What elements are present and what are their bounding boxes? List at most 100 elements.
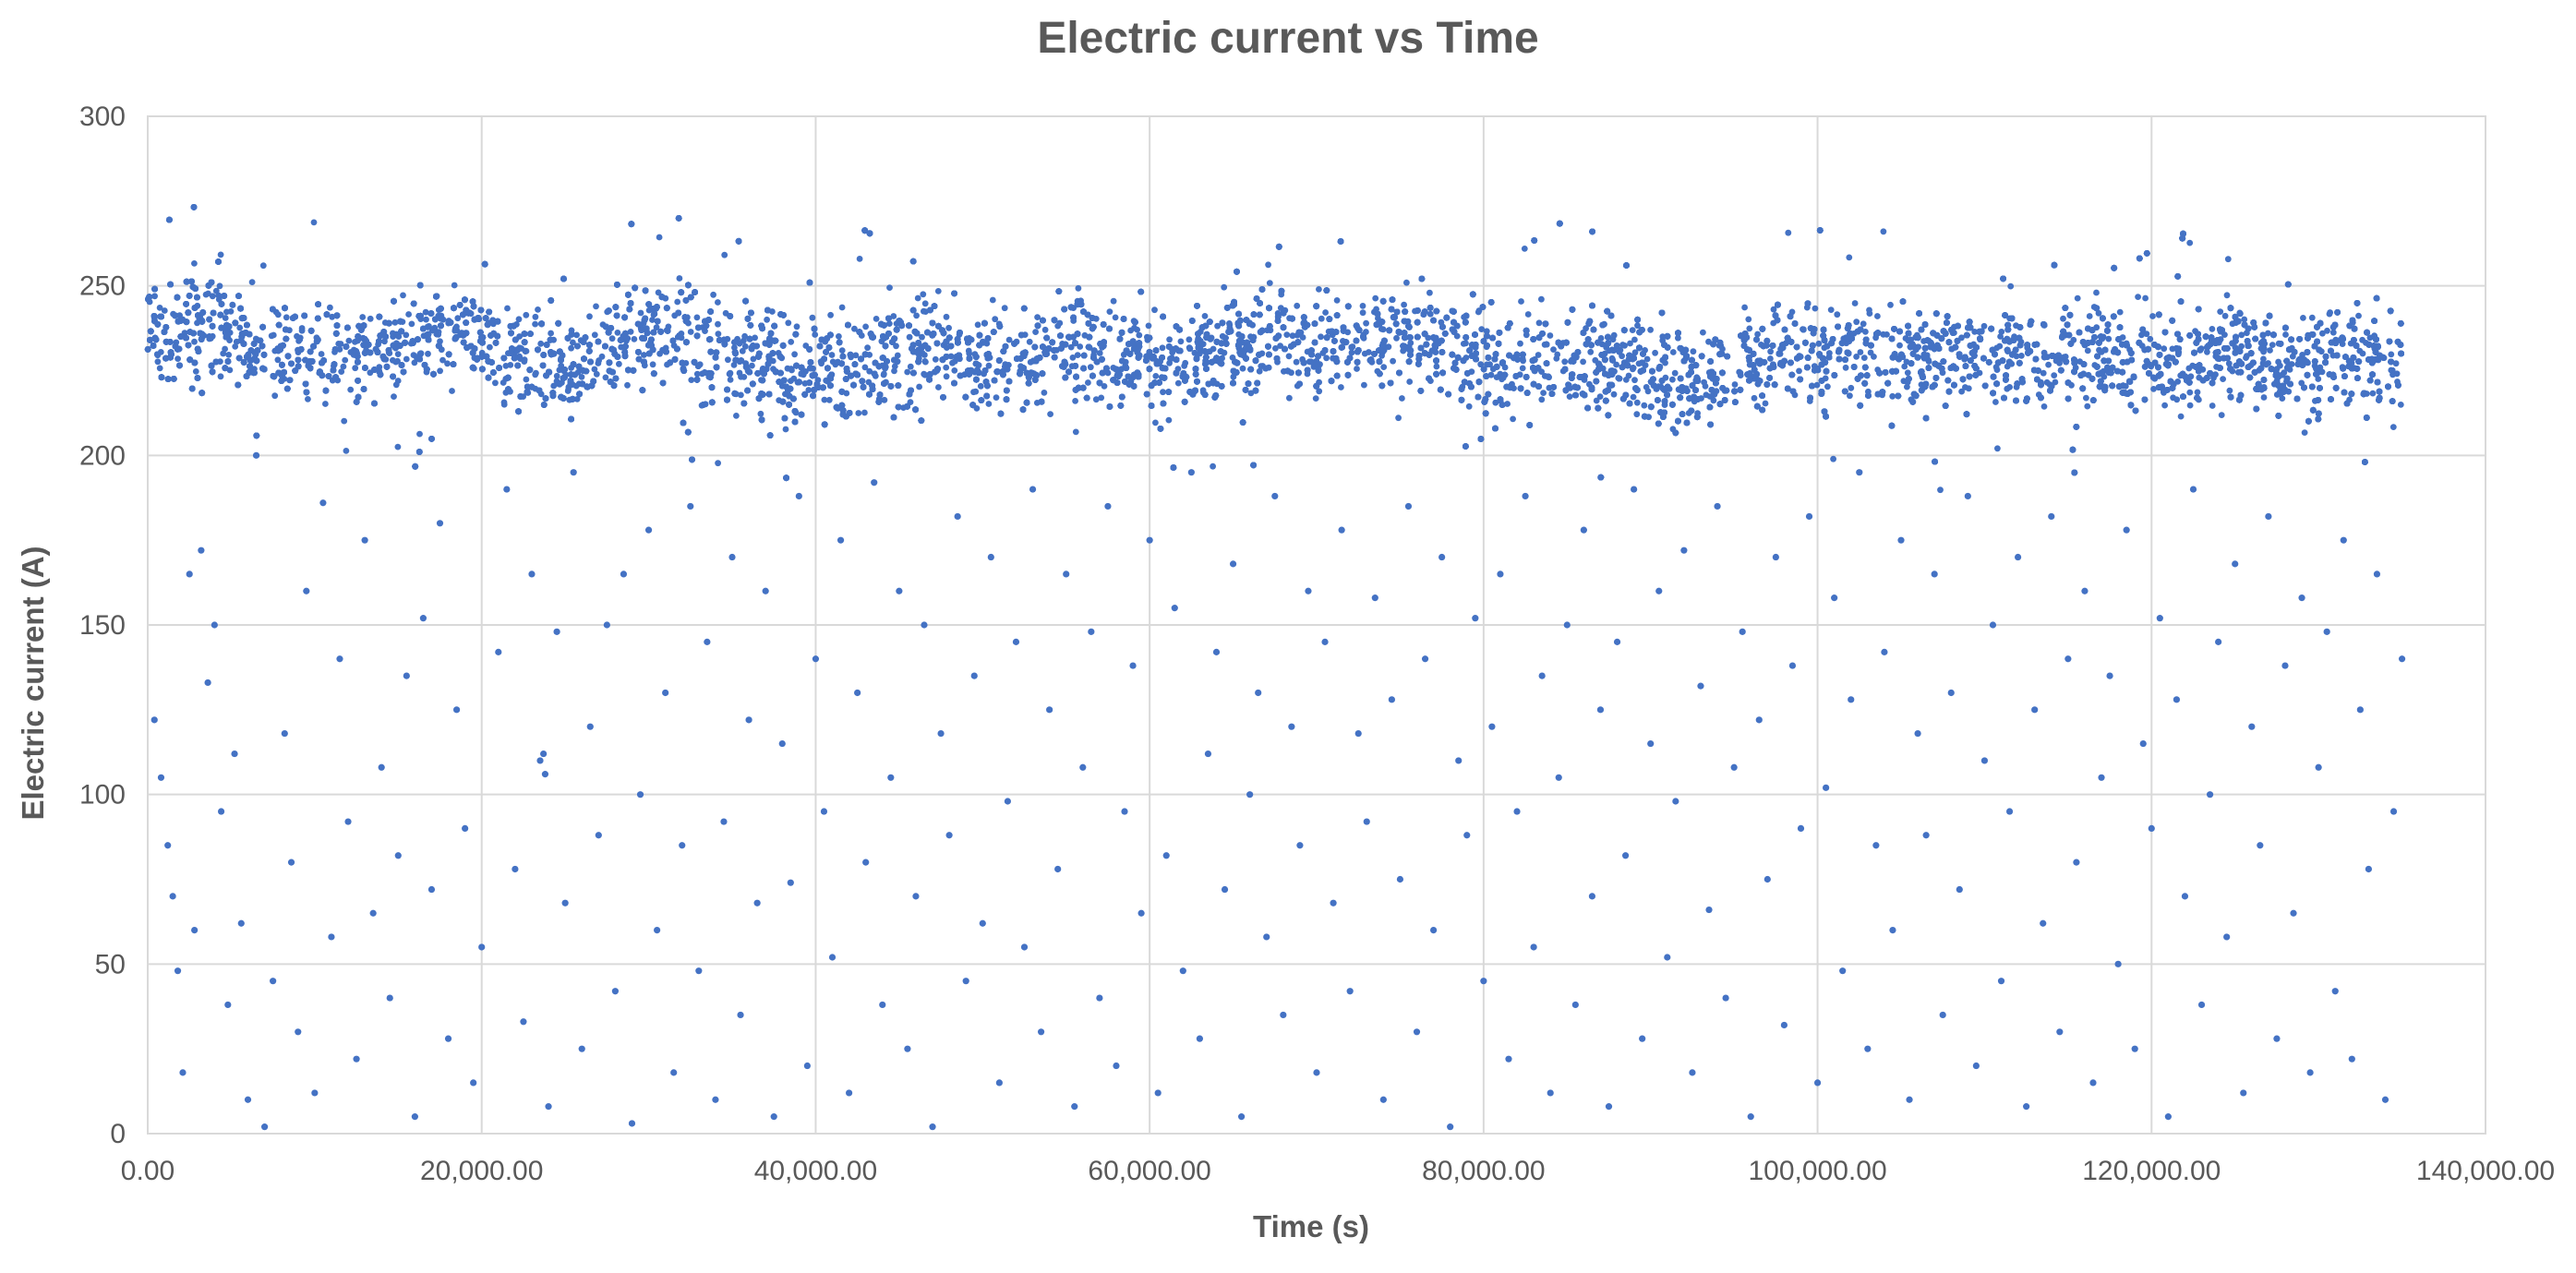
data-point (1851, 300, 1859, 306)
data-point (1318, 315, 1325, 322)
data-point (1846, 254, 1853, 261)
data-point (785, 319, 792, 327)
data-point (1426, 289, 1433, 296)
data-point (951, 367, 958, 374)
data-point (337, 341, 344, 347)
data-point (812, 331, 819, 338)
data-point (1333, 297, 1341, 304)
data-point (1901, 363, 1908, 370)
data-point (2329, 329, 2337, 336)
data-point (151, 293, 159, 300)
data-point (1380, 364, 1388, 370)
data-point (1151, 306, 1158, 314)
data-point (861, 364, 869, 371)
data-point (1754, 330, 1761, 338)
data-point (788, 339, 795, 345)
data-point (2355, 312, 2362, 319)
data-point (305, 396, 311, 402)
data-point (1366, 349, 1372, 355)
data-point (1896, 342, 1903, 349)
data-point (886, 284, 893, 291)
data-point (2269, 342, 2276, 348)
data-point (1256, 367, 1263, 375)
data-point (656, 350, 663, 357)
data-point (2217, 308, 2224, 315)
data-point (731, 344, 738, 351)
data-point (943, 313, 950, 320)
data-point (1085, 379, 1091, 386)
data-point (906, 333, 913, 341)
data-point (1098, 394, 1105, 402)
data-point (945, 324, 952, 331)
data-point (217, 251, 224, 258)
data-point (913, 312, 920, 319)
data-point (1517, 340, 1523, 347)
data-point (641, 352, 647, 358)
data-point (637, 309, 644, 317)
data-point (2147, 335, 2154, 342)
data-point (721, 251, 728, 258)
data-point (2209, 326, 2216, 332)
data-point (553, 372, 560, 379)
data-point (286, 377, 294, 384)
data-point (2161, 402, 2169, 409)
data-point (921, 358, 929, 365)
data-point (390, 356, 396, 364)
data-point (1994, 445, 2001, 452)
data-point (2212, 371, 2219, 378)
gridlines (147, 115, 2486, 1135)
data-point (2052, 378, 2059, 386)
chart-title: Electric current vs Time (0, 13, 2576, 64)
data-point (693, 314, 701, 321)
data-point (2138, 331, 2145, 339)
data-point (1096, 350, 1103, 356)
data-point (1997, 333, 2004, 340)
data-point (535, 306, 541, 313)
data-point (394, 357, 401, 365)
data-point (2324, 327, 2330, 334)
data-point (1136, 331, 1143, 339)
data-point (1160, 389, 1166, 396)
data-point (521, 358, 528, 365)
data-point (919, 333, 925, 341)
data-point (1401, 301, 1407, 308)
data-point (1072, 428, 1079, 436)
data-point (2083, 394, 2089, 402)
data-point (882, 365, 888, 372)
data-point (343, 448, 350, 454)
data-point (347, 386, 355, 393)
data-point (2301, 429, 2308, 436)
data-point (838, 304, 846, 311)
data-point (2238, 331, 2245, 339)
data-point (1834, 311, 1841, 318)
data-point (2185, 365, 2193, 372)
data-point (827, 311, 834, 318)
data-point (793, 323, 800, 330)
data-point (1134, 326, 1140, 333)
x-axis-title: Time (s) (1071, 1209, 1551, 1244)
data-point (209, 293, 216, 300)
data-point (864, 344, 871, 352)
data-point (537, 340, 545, 347)
data-point (836, 333, 842, 340)
data-point (989, 296, 996, 304)
data-point (271, 392, 279, 400)
data-point (2051, 372, 2058, 378)
data-point (2220, 376, 2227, 382)
data-point (1842, 364, 1849, 371)
data-point (1318, 333, 1324, 341)
data-point (2225, 360, 2233, 367)
data-point (2074, 294, 2081, 302)
data-point (866, 367, 873, 375)
data-point (2084, 402, 2091, 410)
data-point (1796, 367, 1802, 375)
data-point (1112, 314, 1119, 321)
data-point (591, 366, 598, 373)
data-point (568, 344, 574, 352)
data-point (727, 377, 734, 383)
data-point (405, 311, 412, 318)
data-point (1652, 349, 1658, 356)
data-point (1426, 310, 1434, 318)
data-point (974, 321, 981, 329)
data-point (327, 304, 333, 311)
